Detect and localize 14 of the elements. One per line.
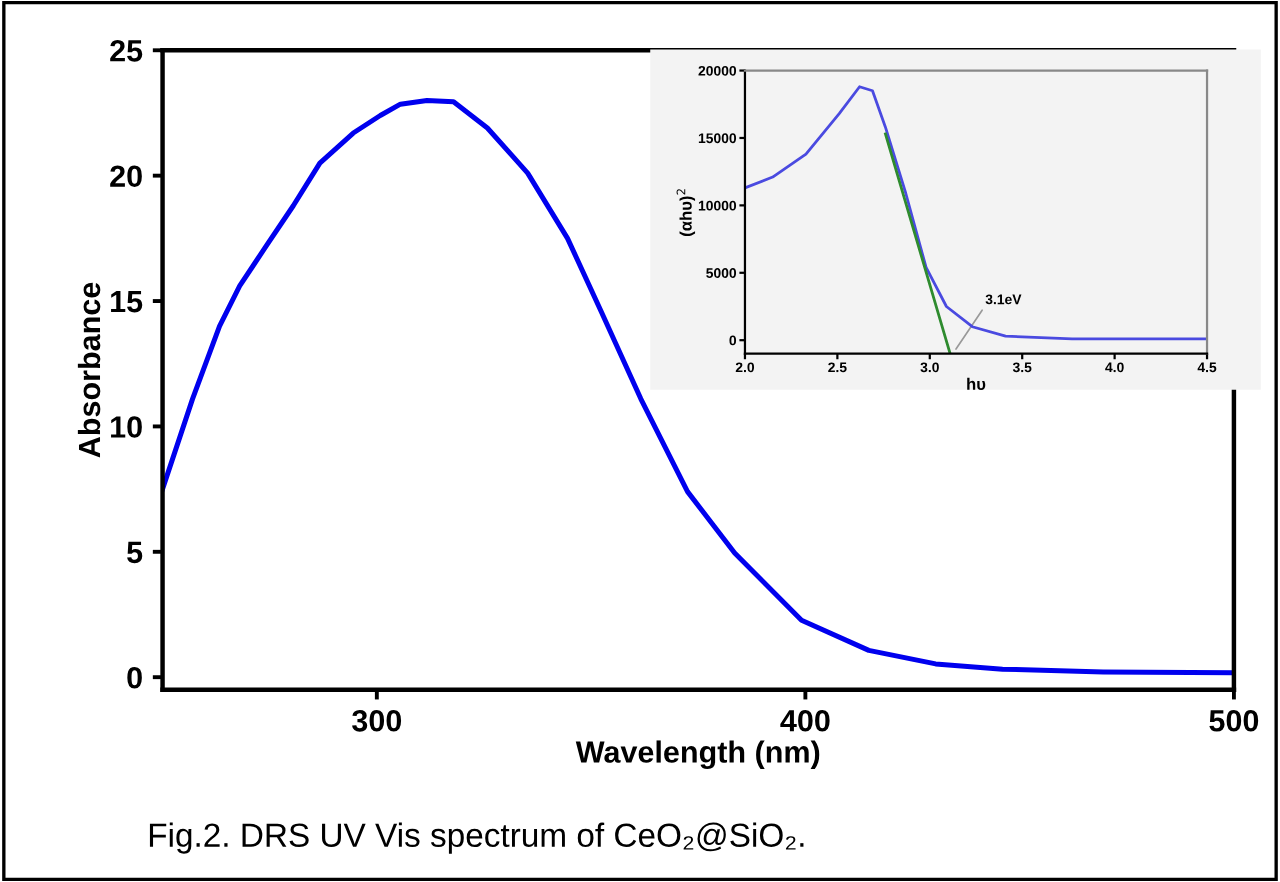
x-tick-label: 300 <box>352 709 402 732</box>
x-tick-label: 400 <box>780 709 830 732</box>
y-tick-label: 5 <box>127 541 143 564</box>
caption: Fig.2. DRS UV Vis spectrum of CeO₂@SiO₂. <box>149 822 804 854</box>
y-tick-label: 0 <box>127 666 142 689</box>
y-tick-label: 15 <box>111 291 143 313</box>
x-axis-title: Wavelength (nm) <box>575 740 820 770</box>
y-tick-label: 25 <box>110 40 143 62</box>
y-axis-title: Absorbance <box>77 282 101 458</box>
x-tick-label: 500 <box>1209 709 1259 732</box>
y-axis-title: (αhυ)$^{2}$ <box>676 189 696 236</box>
x-axis-title: hυ <box>967 377 986 390</box>
y-tick-label: 20 <box>110 165 142 188</box>
y-tick-label: 10 <box>111 416 142 438</box>
